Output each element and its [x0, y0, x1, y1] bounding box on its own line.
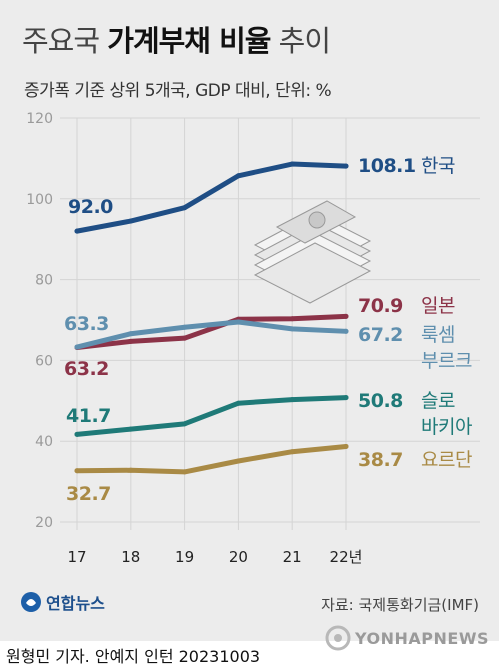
series-name-label: 한국: [421, 155, 455, 177]
grid-layer: 20 40 60 80 100 120 17 18 19 20 21 22년: [26, 111, 480, 566]
data-point: [235, 458, 241, 464]
first-value-label: 92.0: [68, 196, 113, 218]
x-tick-label: 21: [283, 548, 302, 566]
series-name-label: 일본: [421, 295, 455, 317]
watermark: YONHAPNEWS: [325, 625, 489, 651]
source-text: 자료: 국제통화기금(IMF): [321, 596, 479, 614]
last-value-label: 38.7: [358, 449, 403, 471]
y-tick-label: 120: [26, 111, 53, 127]
series-line: [74, 395, 349, 437]
series-name-label: 요르단: [421, 449, 472, 471]
last-value-label: 108.1: [358, 155, 416, 177]
series-name-label: 바키아: [421, 416, 472, 438]
data-point: [128, 331, 134, 337]
first-value-label: 41.7: [66, 405, 111, 427]
series-line: [74, 319, 349, 350]
data-point: [74, 468, 80, 474]
yonhap-watermark-icon: [325, 625, 351, 651]
series-layer: [74, 161, 349, 475]
chart-title: 주요국 가계부채 비율 추이: [22, 18, 331, 60]
first-value-label: 63.3: [64, 313, 109, 335]
data-point: [74, 228, 80, 234]
title-part-2: 추이: [278, 24, 331, 58]
data-point: [343, 443, 349, 449]
data-point: [128, 426, 134, 432]
money-stack-icon: [253, 200, 372, 304]
x-tick-label: 17: [67, 548, 86, 566]
data-point: [182, 469, 188, 475]
logo-text: 연합뉴스: [46, 594, 105, 613]
data-point: [289, 397, 295, 403]
line-chart: 20 40 60 80 100 120 17 18 19 20 21 22년 92.0 108.1 한국 6…: [26, 111, 480, 566]
x-tick-label: 20: [229, 548, 248, 566]
series-name-label: 슬로: [421, 390, 455, 412]
first-value-label: 63.2: [64, 358, 109, 380]
x-tick-label: 19: [175, 548, 194, 566]
data-point: [128, 338, 134, 344]
data-point: [343, 313, 349, 319]
first-value-label: 32.7: [66, 483, 111, 505]
yonhap-logo: 연합뉴스: [20, 590, 105, 614]
data-point: [343, 328, 349, 334]
data-point: [289, 316, 295, 322]
data-point: [289, 326, 295, 332]
data-point: [235, 173, 241, 179]
y-tick-label: 60: [35, 353, 53, 369]
title-part-1: 주요국: [22, 24, 100, 58]
y-tick-label: 20: [35, 515, 53, 531]
data-point: [128, 218, 134, 224]
series-line: [74, 313, 349, 350]
y-tick-label: 40: [35, 434, 53, 450]
data-point: [182, 324, 188, 330]
title-part-bold: 가계부채 비율: [107, 24, 271, 58]
x-tick-label: 18: [121, 548, 140, 566]
data-point: [343, 163, 349, 169]
credit-text: 원형민 기자. 안예지 인턴 20231003: [6, 647, 261, 666]
data-point: [182, 205, 188, 211]
yonhap-logo-icon: [21, 592, 41, 612]
data-point: [182, 335, 188, 341]
data-point: [74, 431, 80, 437]
data-point: [289, 449, 295, 455]
data-point: [128, 467, 134, 473]
x-tick-label: 22년: [330, 548, 363, 566]
watermark-text: YONHAPNEWS: [355, 628, 489, 648]
data-point: [74, 344, 80, 350]
data-point: [182, 421, 188, 427]
last-value-label: 67.2: [358, 324, 403, 346]
data-point: [289, 161, 295, 167]
last-value-label: 50.8: [358, 390, 403, 412]
y-tick-label: 80: [35, 273, 53, 289]
series-line: [74, 443, 349, 475]
data-point: [235, 400, 241, 406]
series-name-label: 룩셈: [421, 324, 455, 346]
data-point: [235, 319, 241, 325]
y-tick-label: 100: [26, 192, 53, 208]
series-line: [74, 161, 349, 234]
last-value-label: 70.9: [358, 295, 403, 317]
chart-subtitle: 증가폭 기준 상위 5개국, GDP 대비, 단위: %: [24, 81, 332, 101]
series-name-label: 부르크: [421, 350, 472, 372]
data-point: [343, 395, 349, 401]
